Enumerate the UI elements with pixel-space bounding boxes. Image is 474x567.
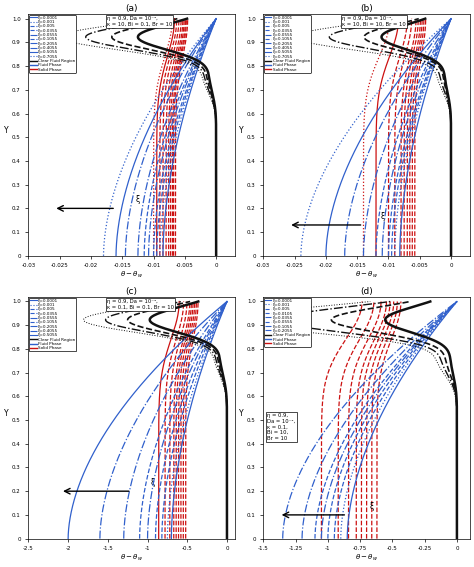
Y-axis label: Y: Y xyxy=(239,126,244,135)
Title: (c): (c) xyxy=(126,287,137,296)
X-axis label: $\theta-\theta_w$: $\theta-\theta_w$ xyxy=(120,270,143,280)
Y-axis label: Y: Y xyxy=(4,409,9,418)
Y-axis label: Y: Y xyxy=(239,409,244,418)
X-axis label: $\theta-\theta_w$: $\theta-\theta_w$ xyxy=(120,553,143,563)
X-axis label: $\theta-\theta_w$: $\theta-\theta_w$ xyxy=(355,553,378,563)
Text: ξ: ξ xyxy=(151,478,155,487)
Text: ξ: ξ xyxy=(381,212,385,221)
Y-axis label: Y: Y xyxy=(4,126,9,135)
Text: η = 0.9, Da = 10⁻⁴,
κ = 0.1, Bi = 0.1, Br = 10: η = 0.9, Da = 10⁻⁴, κ = 0.1, Bi = 0.1, B… xyxy=(107,299,174,310)
Legend: ξ=0.0001, ξ=0.001, ξ=0.005, ξ=0.0355, ξ=0.0555, ξ=0.1055, ξ=0.2055, ξ=0.4055, ξ=: ξ=0.0001, ξ=0.001, ξ=0.005, ξ=0.0355, ξ=… xyxy=(29,15,76,73)
Text: ξ: ξ xyxy=(136,196,140,205)
Legend: ξ=0.0001, ξ=0.001, ξ=0.005, ξ=0.0355, ξ=0.0555, ξ=0.1055, ξ=0.2055, ξ=0.4055, ξ=: ξ=0.0001, ξ=0.001, ξ=0.005, ξ=0.0355, ξ=… xyxy=(264,15,311,73)
Text: η = 0.9,
Da = 10⁻⁴,
κ = 0.1,
Bi = 10,
Br = 10: η = 0.9, Da = 10⁻⁴, κ = 0.1, Bi = 10, Br… xyxy=(267,413,296,441)
Legend: ξ=0.0001, ξ=0.001, ξ=0.005, ξ=0.0355, ξ=0.0555, ξ=0.1055, ξ=0.2055, ξ=0.4055, ξ=: ξ=0.0001, ξ=0.001, ξ=0.005, ξ=0.0355, ξ=… xyxy=(29,298,76,352)
Legend: ξ=0.0001, ξ=0.001, ξ=0.005, ξ=0.0105, ξ=0.0355, ξ=0.0555, ξ=0.1055, ξ=0.2055, Cl: ξ=0.0001, ξ=0.001, ξ=0.005, ξ=0.0105, ξ=… xyxy=(264,298,311,347)
Text: ξ: ξ xyxy=(369,502,374,511)
X-axis label: $\theta-\theta_w$: $\theta-\theta_w$ xyxy=(355,270,378,280)
Title: (d): (d) xyxy=(360,287,373,296)
Title: (b): (b) xyxy=(360,4,373,13)
Title: (a): (a) xyxy=(126,4,138,13)
Text: η = 0.9, Da = 10⁻⁴,
κ = 10, Bi = 10, Br = 10: η = 0.9, Da = 10⁻⁴, κ = 10, Bi = 10, Br … xyxy=(342,16,406,27)
Text: η = 0.9, Da = 10⁻⁴,
κ = 10, Bi = 0.1, Br = 10: η = 0.9, Da = 10⁻⁴, κ = 10, Bi = 0.1, Br… xyxy=(107,16,172,27)
